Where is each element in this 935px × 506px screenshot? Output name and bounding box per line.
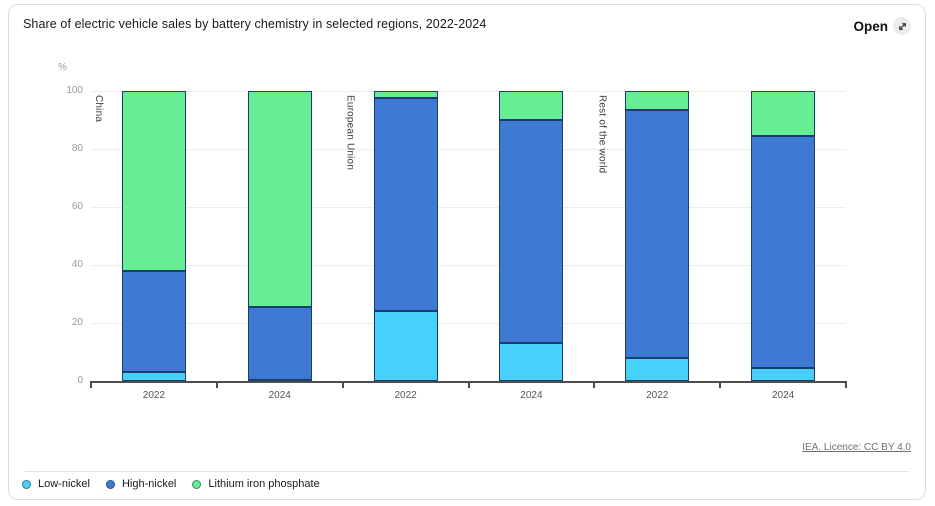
y-tick-label: 0 <box>77 375 83 386</box>
y-axis-unit-label: % <box>58 62 67 73</box>
x-axis-tick <box>593 383 596 388</box>
chart-plot-area: % 0 20 40 60 80 100 2022 2024 2022 2024 2022 2024 Chi… <box>9 5 925 499</box>
gridline <box>91 207 846 208</box>
x-axis-tick <box>845 383 847 388</box>
region-label: Rest of the world <box>596 95 608 174</box>
region-label: European Union <box>344 95 356 171</box>
x-tick-label: 2024 <box>268 390 291 401</box>
gridline <box>91 149 846 150</box>
legend-label: Lithium iron phosphate <box>208 478 320 490</box>
y-tick-label: 60 <box>71 201 83 212</box>
bar-segment[interactable] <box>625 109 690 358</box>
chart-legend: Low-nickel High-nickel Lithium iron phosph… <box>22 478 320 490</box>
x-tick-label: 2024 <box>520 390 543 401</box>
x-axis-line <box>90 381 847 383</box>
bar-segment[interactable] <box>247 307 312 380</box>
bar-segment[interactable] <box>499 120 564 344</box>
y-tick-label: 40 <box>71 259 83 270</box>
bar-segment[interactable] <box>625 357 690 381</box>
bar-segment[interactable] <box>247 91 312 308</box>
region-label: China <box>93 95 104 123</box>
x-tick-label: 2024 <box>771 390 795 401</box>
legend-marker-icon <box>192 479 202 489</box>
legend-divider <box>25 471 909 472</box>
license-link[interactable]: IEA. Licence: CC BY 4.0 <box>802 442 911 453</box>
bar-segment[interactable] <box>751 367 816 381</box>
x-tick-label: 2022 <box>142 390 166 401</box>
legend-label: High-nickel <box>121 478 177 490</box>
bar-segment[interactable] <box>121 270 186 373</box>
gridline <box>91 91 846 92</box>
legend-item[interactable]: Lithium iron phosphate <box>192 478 320 490</box>
gridline <box>91 323 846 324</box>
x-tick-label: 2022 <box>394 390 417 401</box>
bar-segment[interactable] <box>499 91 564 120</box>
legend-item[interactable]: High-nickel <box>105 478 177 490</box>
x-axis-tick <box>341 383 344 388</box>
legend-marker-icon <box>105 479 115 489</box>
x-axis-tick <box>467 383 470 388</box>
y-tick-label: 80 <box>71 143 83 154</box>
y-tick-label: 100 <box>66 85 83 96</box>
expand-arrow-icon <box>893 17 911 35</box>
bar-segment[interactable] <box>625 91 690 110</box>
bar-segment[interactable] <box>751 91 816 136</box>
chart-title: Share of electric vehicle sales by batte… <box>23 17 487 31</box>
legend-item[interactable]: Low-nickel <box>22 478 90 490</box>
x-tick-label: 2022 <box>646 390 669 401</box>
bar-segment[interactable] <box>121 91 186 271</box>
x-axis-tick <box>90 383 92 388</box>
bar-segment[interactable] <box>499 343 564 381</box>
y-tick-label: 20 <box>71 317 83 328</box>
bar-segment[interactable] <box>121 372 186 381</box>
bar-segment[interactable] <box>751 135 816 368</box>
open-button-label: Open <box>853 18 888 34</box>
bar-segment[interactable] <box>373 311 438 381</box>
bar-segment[interactable] <box>373 98 438 312</box>
x-axis-tick <box>719 383 722 388</box>
chart-card: Share of electric vehicle sales by batte… <box>8 4 926 500</box>
bar-segment[interactable] <box>373 91 438 99</box>
open-button[interactable]: Open <box>849 13 915 39</box>
x-axis-tick <box>215 383 218 388</box>
legend-label: Low-nickel <box>38 478 90 490</box>
legend-marker-icon <box>22 479 31 489</box>
gridline <box>91 265 846 266</box>
